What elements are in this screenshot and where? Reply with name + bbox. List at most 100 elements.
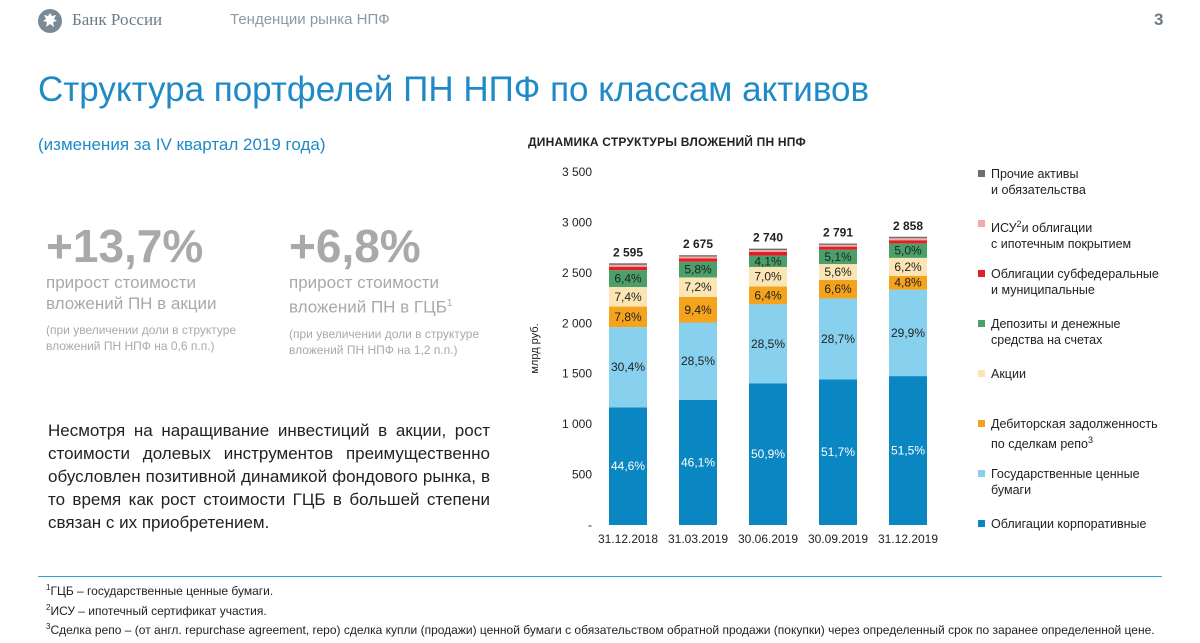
total-label: 2 858: [893, 219, 923, 233]
data-label: 7,8%: [614, 310, 642, 324]
bar-segment-subfed: [819, 246, 857, 250]
footnote-number: 3: [46, 622, 51, 631]
bar-segment-deposits: [819, 249, 857, 265]
bar-segment-repo: [889, 275, 927, 290]
header: Банк России Тенденции рынка НПФ 3: [0, 0, 1200, 40]
kpi-gov-securities: +6,8% прирост стоимости вложений ПН в ГЦ…: [289, 222, 519, 358]
data-label: 28,7%: [821, 332, 855, 346]
kpi-note-line2: вложений ПН НПФ на 0,6 п.п.): [46, 339, 215, 353]
data-label: 51,5%: [891, 444, 925, 458]
y-tick-label: 3 000: [562, 215, 592, 229]
data-label: 4,1%: [754, 254, 782, 268]
bar-segment-subfed: [679, 258, 717, 262]
data-label: 7,2%: [684, 280, 712, 294]
legend-swatch: [978, 170, 985, 177]
y-tick-label: 500: [572, 468, 592, 482]
footnote: 3Сделка репо – (от англ. repurchase agre…: [46, 619, 1166, 639]
bar-segment-subfed: [609, 266, 647, 271]
bar-segment-other: [679, 255, 717, 257]
kpi-value: +6,8%: [289, 220, 421, 272]
total-label: 2 791: [823, 226, 853, 240]
data-label: 46,1%: [681, 455, 715, 469]
kpi-stocks: +13,7% прирост стоимости вложений ПН в а…: [46, 222, 276, 354]
kpi-footnote-ref: 1: [446, 298, 453, 309]
bar-segment-deposits: [609, 270, 647, 288]
y-tick-label: 1 000: [562, 417, 592, 431]
footnote-text: ИСУ – ипотечный сертификат участия.: [50, 603, 267, 618]
bar-segment-corp: [889, 376, 927, 525]
data-label: 44,6%: [611, 459, 645, 473]
data-label: 4,8%: [894, 276, 922, 290]
kpi-note-line1: (при увеличении доли в структуре: [46, 323, 237, 337]
y-tick-label: 2 000: [562, 316, 592, 330]
data-label: 6,6%: [824, 282, 852, 296]
data-label: 5,6%: [824, 265, 852, 279]
kpi-note: (при увеличении доли в структуре вложени…: [46, 322, 276, 354]
data-label: 7,0%: [754, 270, 782, 284]
bar-segment-repo: [749, 286, 787, 305]
data-label: 7,4%: [614, 290, 642, 304]
total-label: 2 595: [613, 245, 643, 259]
bar-segment-other: [819, 243, 857, 245]
bar-segment-stocks: [679, 277, 717, 298]
bar-segment-gov: [889, 289, 927, 377]
kpi-note-line2: вложений ПН НПФ на 1,2 п.п.): [289, 342, 458, 357]
footnote: 2ИСУ – ипотечный сертификат участия.: [46, 600, 1166, 620]
bar-segment-stocks: [609, 287, 647, 307]
kpi-label: прирост стоимости вложений ПН в ГЦБ1: [289, 272, 519, 318]
bar-segment-subfed: [889, 240, 927, 244]
total-label: 2 675: [683, 237, 713, 251]
bar-segment-subfed: [749, 251, 787, 256]
bar-segment-other: [889, 236, 927, 239]
legend-label: Облигации корпоративные: [991, 517, 1147, 531]
bar-segment-corp: [609, 407, 647, 525]
kpi-label-line1: прирост стоимости: [46, 273, 197, 292]
kpi-label: прирост стоимости вложений ПН в акции: [46, 272, 276, 314]
footnote-number: 1: [46, 583, 51, 592]
legend-swatch: [978, 520, 985, 527]
legend-label: Акции: [991, 367, 1026, 381]
bar-segment-deposits: [749, 255, 787, 268]
kpi-label-line2: вложений ПН в ГЦБ: [289, 297, 447, 317]
footnote-text: Сделка репо – (от англ. repurchase agree…: [50, 623, 1155, 637]
bar-segment-gov: [819, 298, 857, 380]
kpi-value: +13,7%: [46, 220, 204, 272]
legend-label: Облигации субфедеральные и муниципальные: [991, 267, 1159, 297]
data-label: 51,7%: [821, 445, 855, 459]
bar-segment-repo: [679, 297, 717, 323]
legend-swatch: [978, 470, 985, 477]
data-label: 28,5%: [751, 337, 785, 351]
bank-eagle-logo-icon: [38, 9, 62, 33]
bar-segment-isu: [889, 238, 927, 241]
legend-swatch: [978, 320, 985, 327]
data-label: 6,4%: [754, 288, 782, 302]
data-label: 9,4%: [684, 303, 712, 317]
bar-segment-corp: [749, 383, 787, 525]
data-label: 5,0%: [894, 244, 922, 258]
y-tick-label: 1 500: [562, 367, 592, 381]
y-tick-label: 3 500: [562, 165, 592, 179]
data-label: 6,2%: [894, 260, 922, 274]
legend-label: Дебиторская задолженность по сделкам репо…: [991, 417, 1158, 452]
kpi-label-line2: вложений ПН в акции: [46, 294, 217, 313]
bar-segment-gov: [609, 327, 647, 408]
y-axis-label: млрд руб.: [529, 323, 541, 373]
bar-segment-repo: [819, 279, 857, 299]
x-tick-label: 31.03.2019: [668, 532, 728, 546]
footnotes: 1ГЦБ – государственные ценные бумаги. 2ИС…: [46, 580, 1166, 639]
bar-segment-other: [749, 248, 787, 251]
kpi-note: (при увеличении доли в структуре вложени…: [289, 326, 519, 358]
bar-segment-isu: [749, 250, 787, 252]
legend-swatch: [978, 370, 985, 377]
bar-segment-corp: [819, 379, 857, 525]
page-number: 3: [1154, 10, 1164, 29]
legend-label: ИСУ2и облигации с ипотечным покрытием: [991, 219, 1132, 252]
page-title: Структура портфелей ПН НПФ по классам ак…: [38, 70, 870, 109]
x-tick-label: 31.12.2018: [598, 532, 658, 546]
legend-swatch: [978, 420, 985, 427]
legend-label: Депозиты и денежные средства на счетах: [991, 317, 1121, 347]
y-tick-label: 2 500: [562, 266, 592, 280]
bar-segment-deposits: [679, 261, 717, 278]
bar-segment-isu: [679, 256, 717, 259]
bar-segment-stocks: [749, 267, 787, 287]
